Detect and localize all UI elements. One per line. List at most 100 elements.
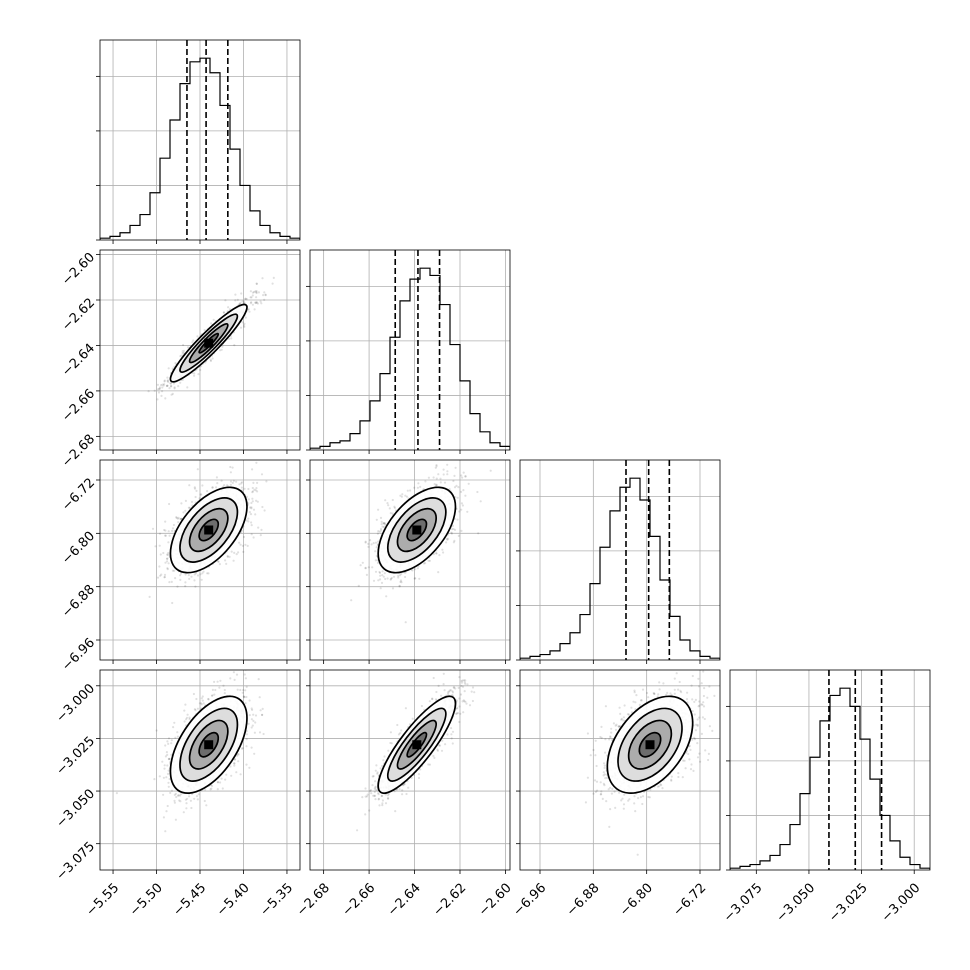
sample-point xyxy=(236,298,239,301)
sample-point xyxy=(234,299,237,302)
sample-point xyxy=(176,731,179,734)
sample-point xyxy=(389,578,392,581)
sample-point xyxy=(209,358,212,361)
histogram-2 xyxy=(520,477,720,660)
sample-point xyxy=(258,731,262,734)
sample-point xyxy=(367,545,370,549)
sample-point xyxy=(439,481,442,484)
panel-3-0: −5.55 −5.50 −5.45 −5.40 −5.35−3.075−3.050−3.… xyxy=(53,668,301,919)
sample-point xyxy=(240,292,243,295)
sample-point xyxy=(460,502,463,505)
sample-point xyxy=(255,499,258,502)
sample-point xyxy=(206,572,209,575)
sample-point xyxy=(370,543,373,546)
sample-point xyxy=(161,390,164,393)
sample-point xyxy=(462,471,465,474)
sample-point xyxy=(184,581,187,584)
sample-point xyxy=(255,487,258,490)
sample-point xyxy=(435,464,438,467)
sample-point xyxy=(272,276,275,279)
sample-point xyxy=(166,384,169,387)
sample-point xyxy=(432,553,435,556)
sample-point xyxy=(381,525,384,528)
sample-point xyxy=(244,316,247,319)
sample-point xyxy=(222,311,225,314)
sample-point xyxy=(184,573,187,576)
sample-point xyxy=(177,385,180,388)
sample-point xyxy=(255,290,258,293)
sample-point xyxy=(435,552,438,555)
sample-point xyxy=(416,567,419,570)
sample-point xyxy=(435,483,438,486)
sample-point xyxy=(398,585,401,588)
sample-point xyxy=(176,585,179,588)
sample-point xyxy=(201,699,204,702)
sample-point xyxy=(416,486,419,489)
sample-point xyxy=(454,466,457,469)
sample-point xyxy=(397,574,400,577)
sample-point xyxy=(237,551,240,554)
sample-point xyxy=(383,522,386,525)
sample-point xyxy=(251,724,254,727)
sample-point xyxy=(182,343,185,347)
sample-point xyxy=(160,394,163,397)
sample-point xyxy=(228,337,231,340)
sample-point xyxy=(185,718,188,721)
sample-point xyxy=(193,372,196,375)
sample-point xyxy=(163,576,166,579)
density-peak xyxy=(204,525,214,535)
sample-point xyxy=(424,480,427,483)
sample-point xyxy=(242,550,245,554)
sample-point xyxy=(377,530,380,533)
ytick-label-1-2: −2.64 xyxy=(59,341,98,380)
sample-point xyxy=(160,384,163,387)
sample-point xyxy=(207,572,210,575)
sample-point xyxy=(179,517,182,521)
sample-point xyxy=(252,481,255,484)
sample-point xyxy=(168,581,171,584)
sample-point xyxy=(180,572,183,575)
sample-point xyxy=(377,508,380,511)
sample-point xyxy=(195,489,198,492)
sample-point xyxy=(446,463,449,466)
contour-2 xyxy=(396,507,437,553)
sample-point xyxy=(245,297,248,301)
sample-point xyxy=(188,718,191,721)
sample-point xyxy=(457,534,460,538)
sample-point xyxy=(243,322,246,325)
ytick-label-1-0: −2.68 xyxy=(59,432,98,471)
sample-point xyxy=(225,562,228,566)
sample-point xyxy=(158,544,161,547)
sample-point xyxy=(233,762,236,765)
sample-point xyxy=(375,546,378,549)
contour-0 xyxy=(377,486,457,574)
sample-point xyxy=(244,297,247,300)
sample-point xyxy=(188,716,191,719)
sample-point xyxy=(460,529,463,533)
sample-point xyxy=(229,471,232,474)
sample-point xyxy=(375,518,378,521)
sample-point xyxy=(177,516,180,519)
sample-point xyxy=(377,540,380,543)
sample-point xyxy=(229,465,232,469)
sample-point xyxy=(233,678,236,682)
sample-point xyxy=(261,505,264,509)
sample-point xyxy=(203,329,206,332)
sample-point xyxy=(406,489,409,492)
sample-point xyxy=(254,301,257,304)
sample-point xyxy=(398,584,401,587)
sample-point xyxy=(173,386,176,389)
sample-point xyxy=(386,502,389,505)
sample-point xyxy=(241,300,244,303)
sample-point xyxy=(158,532,162,535)
sample-point xyxy=(280,668,282,670)
sample-point xyxy=(188,484,191,487)
sample-point xyxy=(260,302,263,305)
sample-point xyxy=(164,534,167,537)
density-peak xyxy=(412,525,422,535)
sample-point xyxy=(388,507,391,510)
sample-point xyxy=(254,489,257,492)
sample-point xyxy=(399,574,402,577)
sample-point xyxy=(160,573,163,576)
sample-point xyxy=(210,787,213,790)
